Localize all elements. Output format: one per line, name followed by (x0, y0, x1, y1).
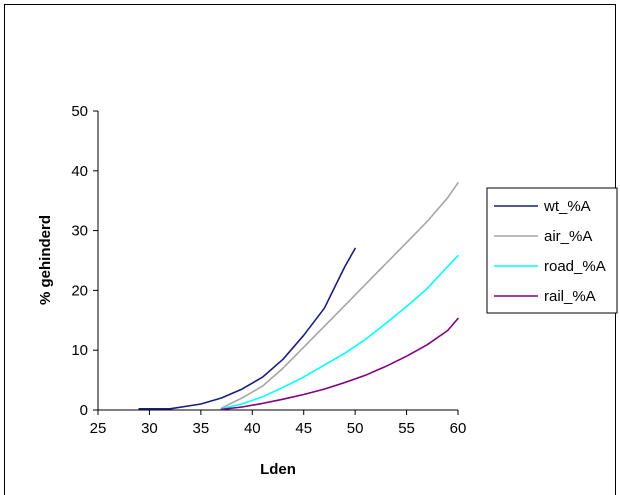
y-tick-label: 20 (71, 282, 88, 299)
plot-area (138, 182, 459, 411)
y-tick-label: 40 (71, 163, 88, 180)
axes: 0 10 20 30 40 50 25 30 35 40 45 50 55 60 (71, 103, 466, 437)
y-tick-label: 0 (80, 402, 88, 419)
x-axis-title: Lden (260, 461, 296, 478)
legend-label: road_%A (544, 258, 606, 275)
legend: wt_%A air_%A road_%A rail_%A (486, 187, 618, 314)
series-line-wt-a (138, 247, 356, 410)
x-tick-label: 40 (244, 420, 261, 437)
x-tick-label: 45 (295, 420, 312, 437)
y-tick-label: 50 (71, 103, 88, 120)
x-tick-label: 30 (141, 420, 158, 437)
y-tick-label: 30 (71, 223, 88, 240)
series-line-air-a (220, 182, 459, 410)
legend-label: wt_%A (543, 198, 591, 215)
x-tick-label: 50 (347, 420, 364, 437)
y-tick-label: 10 (71, 342, 88, 359)
x-tick-label: 60 (450, 420, 467, 437)
legend-label: air_%A (544, 228, 592, 245)
legend-label: rail_%A (544, 288, 596, 305)
series-line-rail-a (220, 317, 459, 411)
x-tick-label: 55 (398, 420, 415, 437)
x-tick-label: 25 (90, 420, 107, 437)
legend-box (486, 187, 618, 314)
y-axis-title: % gehinderd (37, 215, 54, 305)
x-tick-label: 35 (193, 420, 210, 437)
series-line-road-a (220, 254, 459, 410)
